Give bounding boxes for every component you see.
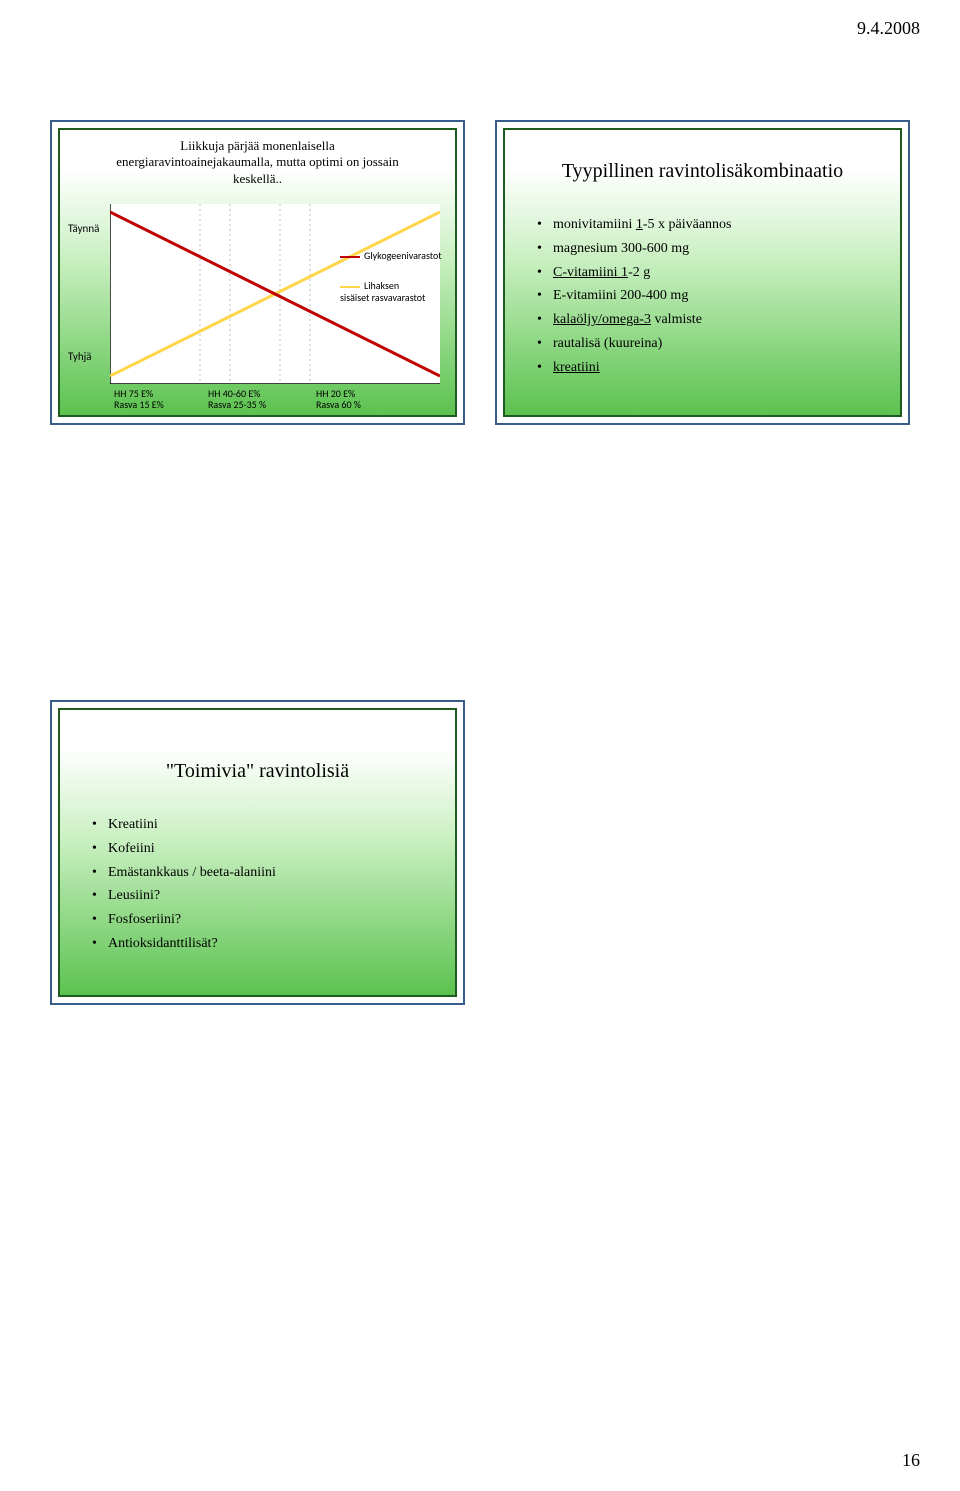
list-item: kreatiini	[535, 356, 900, 380]
list-item: monivitamiini 1-5 x päiväannos	[535, 213, 900, 237]
list-item: Kofeiini	[90, 837, 455, 861]
page-number: 16	[902, 1450, 920, 1471]
bottom-slide-row: "Toimivia" ravintolisiä KreatiiniKofeiin…	[50, 700, 465, 1005]
legend-glycogen-label: Glykogeenivarastot	[364, 249, 442, 262]
slide2-list: monivitamiini 1-5 x päiväannosmagnesium …	[535, 213, 900, 380]
slide2-title: Tyypillinen ravintolisäkombinaatio	[505, 160, 900, 183]
chart-title-l2: energiaravintoainejakaumalla, mutta opti…	[116, 154, 398, 169]
x-tick-2-l2: Rasva 25-35 %	[208, 398, 266, 411]
slide-working-supplements: "Toimivia" ravintolisiä KreatiiniKofeiin…	[50, 700, 465, 1005]
list-item: E-vitamiini 200-400 mg	[535, 284, 900, 308]
x-tick-1-l2: Rasva 15 E%	[114, 398, 164, 411]
chart-title-l1: Liikkuja pärjää monenlaisella	[180, 138, 335, 153]
x-tick-3-l2: Rasva 60 %	[316, 398, 361, 411]
slide-working-supplements-inner: "Toimivia" ravintolisiä KreatiiniKofeiin…	[58, 708, 457, 997]
slide-supplement-combo-inner: Tyypillinen ravintolisäkombinaatio moniv…	[503, 128, 902, 417]
list-item: Fosfoseriini?	[90, 908, 455, 932]
list-item: kalaöljy/omega-3 valmiste	[535, 308, 900, 332]
slide-chart: Liikkuja pärjää monenlaisella energiarav…	[50, 120, 465, 425]
chart-title-l3: keskellä..	[233, 171, 282, 186]
x-tick-1: HH 75 E% Rasva 15 E%	[114, 388, 164, 410]
top-slide-row: Liikkuja pärjää monenlaisella energiarav…	[50, 120, 910, 425]
list-item: Emästankkaus / beeta-alaniini	[90, 861, 455, 885]
legend-fat: Lihaksen sisäiset rasvavarastot	[340, 280, 425, 303]
list-item: magnesium 300-600 mg	[535, 237, 900, 261]
list-item: rautalisä (kuureina)	[535, 332, 900, 356]
x-tick-2: HH 40-60 E% Rasva 25-35 %	[208, 388, 266, 410]
slide3-title: "Toimivia" ravintolisiä	[60, 760, 455, 783]
slide3-list: KreatiiniKofeiiniEmästankkaus / beeta-al…	[90, 813, 455, 956]
list-item: Kreatiini	[90, 813, 455, 837]
page-date: 9.4.2008	[857, 18, 920, 39]
y-axis-label-empty: Tyhjä	[68, 350, 92, 363]
legend-swatch-glycogen	[340, 256, 360, 258]
list-item: Leusiini?	[90, 884, 455, 908]
x-tick-3: HH 20 E% Rasva 60 %	[316, 388, 361, 410]
list-item: Antioksidanttilisät?	[90, 932, 455, 956]
y-axis-label-full: Täynnä	[68, 222, 99, 235]
list-item: C-vitamiini 1-2 g	[535, 261, 900, 285]
chart-title: Liikkuja pärjää monenlaisella energiarav…	[60, 138, 455, 187]
slide-supplement-combo: Tyypillinen ravintolisäkombinaatio moniv…	[495, 120, 910, 425]
slide-chart-inner: Liikkuja pärjää monenlaisella energiarav…	[58, 128, 457, 417]
legend-swatch-fat	[340, 286, 360, 288]
legend-glycogen: Glykogeenivarastot	[340, 250, 442, 262]
legend-fat-l2: sisäiset rasvavarastot	[340, 291, 425, 304]
